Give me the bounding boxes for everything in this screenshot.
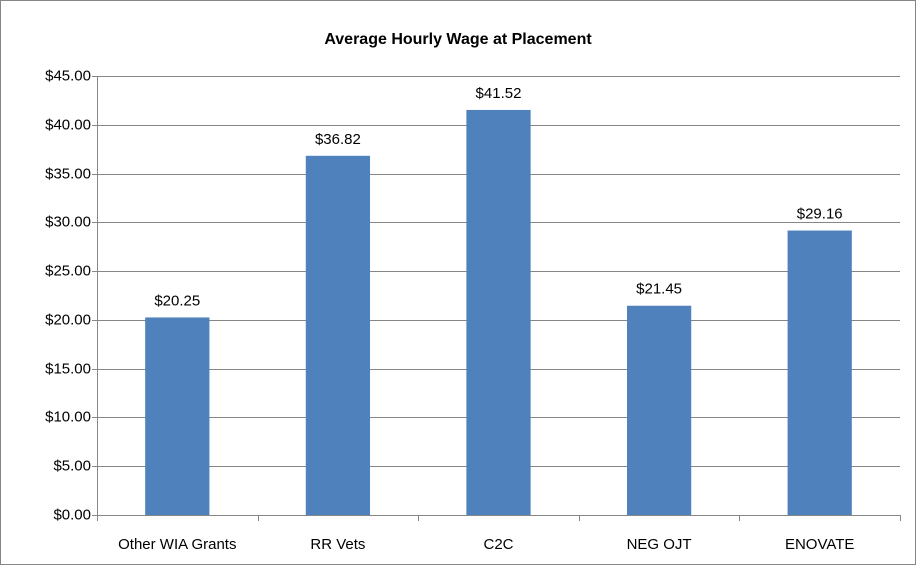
x-tick-label: RR Vets <box>310 536 365 553</box>
y-tick-label: $10.00 <box>45 408 91 425</box>
x-tick-label: ENOVATE <box>785 536 854 553</box>
x-tick-label: C2C <box>483 536 513 553</box>
bar <box>305 155 371 515</box>
y-tick-label: $45.00 <box>45 67 91 84</box>
value-label: $20.25 <box>154 292 200 309</box>
y-tick-label: $20.00 <box>45 311 91 328</box>
value-label: $41.52 <box>476 85 522 102</box>
x-tick-label: NEG OJT <box>627 536 692 553</box>
x-tick-label: Other WIA Grants <box>118 536 236 553</box>
y-tick-label: $5.00 <box>53 457 91 474</box>
y-tick-label: $35.00 <box>45 165 91 182</box>
value-label: $29.16 <box>797 205 843 222</box>
y-tick-label: $0.00 <box>53 506 91 523</box>
value-label: $36.82 <box>315 131 361 148</box>
y-tick-label: $30.00 <box>45 213 91 230</box>
y-tick-label: $25.00 <box>45 262 91 279</box>
value-label: $21.45 <box>636 281 682 298</box>
chart-title: Average Hourly Wage at Placement <box>324 31 592 48</box>
y-tick-label: $40.00 <box>45 116 91 133</box>
bar <box>626 305 692 515</box>
bar <box>145 317 210 515</box>
bar <box>466 109 531 515</box>
bar <box>787 230 852 515</box>
y-tick-label: $15.00 <box>45 360 91 377</box>
